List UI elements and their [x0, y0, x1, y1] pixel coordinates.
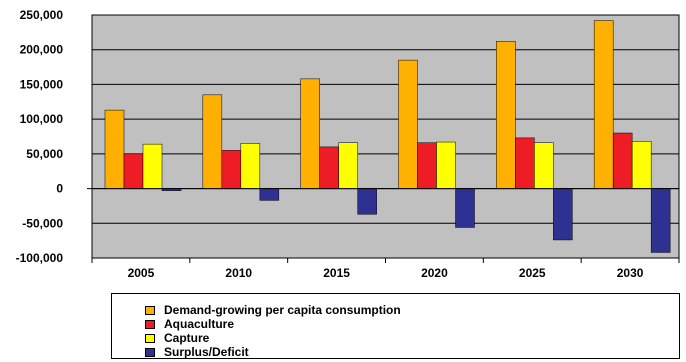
legend-swatch-demand [145, 305, 155, 315]
x-tick-label: 2020 [421, 266, 448, 280]
y-tick-label: -50,000 [22, 216, 63, 230]
bar-surplus-deficit-2010 [259, 188, 280, 201]
bar-surplus-deficit-2030 [650, 188, 671, 253]
legend-item-capture: Capture [145, 332, 209, 344]
y-tick-label: 100,000 [20, 112, 64, 126]
bar-capture-2020 [436, 141, 456, 189]
bar-demand-growing-per-capita-consumption-2010 [202, 94, 223, 189]
legend-label-capture: Capture [164, 331, 210, 345]
bar-demand-growing-per-capita-consumption-2005 [104, 109, 125, 189]
x-axis-tick-labels: 2005 2010 2015 2020 2025 2030 [128, 266, 644, 280]
bar-aquaculture-2030 [612, 132, 633, 189]
bar-capture-2030 [631, 141, 652, 189]
bar-demand-growing-per-capita-consumption-2015 [300, 78, 320, 189]
legend-swatch-surplus-deficit [145, 347, 155, 357]
bar-capture-2005 [142, 143, 163, 189]
bar-aquaculture-2020 [417, 142, 437, 189]
y-tick-label: 50,000 [26, 147, 63, 161]
x-tick-label: 2015 [323, 266, 350, 280]
y-tick-label: 0 [56, 182, 63, 196]
bar-demand-growing-per-capita-consumption-2025 [496, 41, 516, 189]
bar-demand-growing-per-capita-consumption-2030 [593, 20, 614, 189]
bar-aquaculture-2010 [221, 150, 242, 189]
x-tick-label: 2025 [519, 266, 546, 280]
y-tick-label: 150,000 [20, 77, 64, 91]
y-axis-tick-labels: 250,000 200,000 150,000 100,000 50,000 0 -50,0… [16, 8, 64, 265]
legend-label-aquaculture: Aquaculture [164, 317, 235, 331]
bar-aquaculture-2025 [515, 137, 535, 189]
y-tick-label: -100,000 [16, 251, 64, 265]
legend-item-aquaculture: Aquaculture [145, 318, 234, 330]
legend-swatch-capture [145, 333, 155, 343]
y-tick-label: 200,000 [20, 43, 64, 57]
x-tick-label: 2005 [128, 266, 155, 280]
bar-demand-growing-per-capita-consumption-2020 [398, 59, 418, 189]
legend-label-demand: Demand-growing per capita consumption [164, 303, 401, 317]
bar-surplus-deficit-2020 [455, 188, 475, 228]
bar-surplus-deficit-2015 [357, 188, 377, 215]
legend-item-demand: Demand-growing per capita consumption [145, 304, 401, 316]
x-axis [91, 257, 680, 263]
bar-chart: 250,000 200,000 150,000 100,000 50,000 0 -50,0… [16, 8, 680, 280]
plot-area [91, 14, 680, 259]
bar-capture-2015 [338, 142, 358, 189]
legend-label-surplus-deficit: Surplus/Deficit [164, 345, 249, 359]
y-tick-label: 250,000 [20, 8, 64, 22]
x-tick-label: 2030 [617, 266, 644, 280]
bars [104, 20, 671, 253]
bar-surplus-deficit-2025 [553, 188, 573, 241]
bar-capture-2010 [240, 143, 261, 189]
bar-aquaculture-2005 [123, 153, 144, 189]
legend-item-surplus-deficit: Surplus/Deficit [145, 346, 249, 358]
legend: Demand-growing per capita consumption Aq… [111, 293, 680, 359]
bar-capture-2025 [534, 142, 554, 189]
x-tick-label: 2010 [225, 266, 252, 280]
legend-swatch-aquaculture [145, 319, 155, 329]
bar-aquaculture-2015 [319, 146, 339, 189]
